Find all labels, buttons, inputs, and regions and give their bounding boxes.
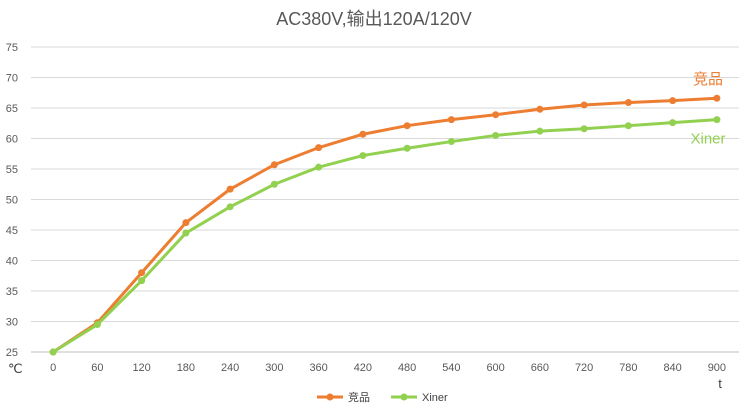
series-1 — [49, 116, 721, 356]
data-point — [270, 180, 278, 188]
x-tick-label: 480 — [398, 362, 416, 374]
data-point — [270, 161, 278, 169]
y-tick-label: 65 — [6, 103, 18, 115]
series-line — [51, 118, 719, 354]
data-point — [580, 101, 588, 109]
chart-title: AC380V,输出120A/120V — [276, 9, 471, 29]
y-tick-label: 70 — [6, 73, 18, 85]
legend: 竞品 Xiner — [317, 390, 448, 404]
data-point — [403, 122, 411, 130]
gridlines — [31, 46, 739, 353]
series-0 — [49, 94, 721, 356]
data-point — [138, 269, 146, 277]
x-axis-ticks: 0 60 120 180 240 300 360 420 480 540 600 660 720 780 8… — [50, 362, 726, 374]
data-point — [713, 94, 721, 102]
legend-label: 竞品 — [348, 390, 370, 404]
x-tick-label: 720 — [575, 362, 593, 374]
y-tick-label: 50 — [6, 195, 18, 207]
x-tick-label: 60 — [91, 362, 103, 374]
data-point — [226, 185, 234, 193]
series-labels: 竞品 Xiner — [690, 70, 725, 147]
data-point — [93, 321, 101, 329]
y-tick-label: 30 — [6, 317, 18, 329]
data-point — [536, 105, 544, 113]
x-tick-label: 660 — [531, 362, 549, 374]
y-tick-label: 75 — [6, 42, 18, 54]
x-tick-label: 780 — [619, 362, 637, 374]
legend-item: 竞品 — [317, 390, 370, 404]
y-axis-ticks: 25 30 35 40 45 50 55 60 65 70 75 — [6, 42, 18, 359]
x-tick-label: 540 — [442, 362, 460, 374]
y-tick-label: 40 — [6, 256, 18, 268]
data-point — [359, 130, 367, 138]
data-point — [624, 122, 632, 130]
x-tick-label: 240 — [221, 362, 239, 374]
x-tick-label: 420 — [354, 362, 372, 374]
data-point — [669, 97, 677, 105]
data-point — [713, 116, 721, 124]
x-tick-label: 0 — [50, 362, 56, 374]
y-tick-label: 45 — [6, 225, 18, 237]
data-point — [492, 111, 500, 119]
x-tick-label: 600 — [486, 362, 504, 374]
y-axis-unit-label: ℃ — [8, 361, 23, 376]
series-lines — [49, 94, 721, 356]
series-end-label: 竞品 — [693, 70, 723, 88]
data-point — [669, 119, 677, 127]
y-tick-label: 35 — [6, 286, 18, 298]
x-tick-label: 840 — [663, 362, 681, 374]
legend-marker — [400, 393, 408, 401]
data-point — [182, 229, 190, 237]
data-point — [492, 131, 500, 139]
data-point — [315, 163, 323, 171]
series-end-label: Xiner — [690, 131, 725, 148]
data-point — [315, 144, 323, 152]
data-point — [403, 144, 411, 152]
x-tick-label: 360 — [309, 362, 327, 374]
data-point — [226, 203, 234, 211]
x-tick-label: 900 — [708, 362, 726, 374]
data-point — [49, 348, 57, 356]
series-line — [51, 96, 719, 354]
x-tick-label: 180 — [177, 362, 195, 374]
x-tick-label: 300 — [265, 362, 283, 374]
x-tick-label: 120 — [132, 362, 150, 374]
legend-item: Xiner — [391, 392, 448, 404]
data-point — [447, 116, 455, 124]
data-point — [359, 152, 367, 160]
y-tick-label: 60 — [6, 134, 18, 146]
legend-label: Xiner — [422, 392, 448, 404]
data-point — [182, 219, 190, 227]
data-point — [624, 99, 632, 107]
data-point — [536, 127, 544, 135]
data-point — [447, 138, 455, 146]
y-tick-label: 25 — [6, 347, 18, 359]
x-axis-label: t — [718, 376, 722, 391]
data-point — [580, 125, 588, 133]
legend-marker — [326, 393, 334, 401]
data-point — [138, 277, 146, 285]
y-tick-label: 55 — [6, 164, 18, 176]
